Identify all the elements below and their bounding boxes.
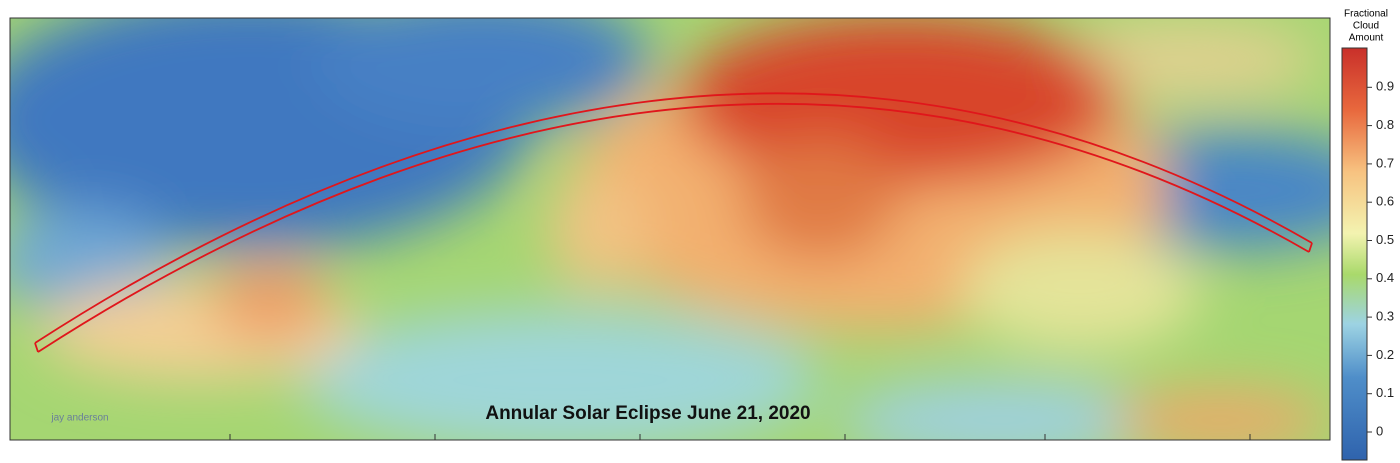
map-frame: [9, 17, 1331, 441]
colorbar: [1341, 47, 1368, 461]
colorbar-tick-label: 0.2: [1376, 347, 1394, 362]
colorbar-tick-label: 0.7: [1376, 155, 1394, 170]
colorbar-tick-label: 0: [1376, 423, 1383, 438]
colorbar-tick-label: 0.5: [1376, 232, 1394, 247]
colorbar-title: Cloud: [1353, 21, 1379, 32]
colorbar-tick-label: 0.6: [1376, 194, 1394, 209]
colorbar-tick-label: 0.9: [1376, 79, 1394, 94]
colorbar-title: Fractional: [1344, 9, 1388, 20]
map-title: Annular Solar Eclipse June 21, 2020: [485, 403, 810, 424]
colorbar-tick-label: 0.1: [1376, 385, 1394, 400]
colorbar-tick-label: 0.4: [1376, 270, 1394, 285]
colorbar-tick-label: 0.3: [1376, 309, 1394, 324]
credit: jay anderson: [50, 413, 108, 424]
colorbar-title: Amount: [1349, 33, 1384, 44]
colorbar-tick-label: 0.8: [1376, 117, 1394, 132]
frame-ticks: [229, 434, 1251, 440]
